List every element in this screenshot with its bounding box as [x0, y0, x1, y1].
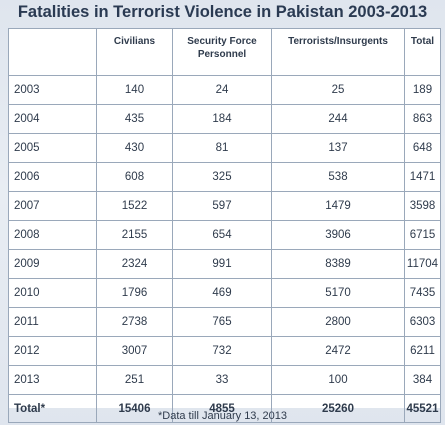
civilians-cell: 2155 — [96, 220, 173, 250]
civilians-cell: 2738 — [96, 307, 173, 337]
civilians-cell: 1796 — [96, 278, 173, 308]
table-row: 2011 2738 765 2800 6303 — [8, 307, 441, 337]
security-force-cell: 765 — [172, 307, 272, 337]
table-row: 2005 430 81 137 648 — [8, 133, 441, 163]
civilians-cell: 430 — [96, 133, 173, 163]
table-row: 2012 3007 732 2472 6211 — [8, 336, 441, 366]
footnote: *Data till January 13, 2013 — [157, 410, 288, 422]
year-cell: 2004 — [8, 104, 97, 134]
table-row: 2008 2155 654 3906 6715 — [8, 220, 441, 250]
header-civilians: Civilians — [96, 28, 173, 76]
table-row: 2004 435 184 244 863 — [8, 104, 441, 134]
header-terrorists: Terrorists/Insurgents — [271, 28, 405, 76]
total-cell: 1471 — [404, 162, 441, 192]
terrorists-cell: 1479 — [271, 191, 405, 221]
table-row: 2007 1522 597 1479 3598 — [8, 191, 441, 221]
table-title: Fatalities in Terrorist Violence in Paki… — [17, 3, 428, 21]
year-cell: 2013 — [8, 365, 97, 395]
year-cell: 2006 — [8, 162, 97, 192]
table-row: 2010 1796 469 5170 7435 — [8, 278, 441, 308]
year-cell: 2011 — [8, 307, 97, 337]
table-row: 2003 140 24 25 189 — [8, 75, 441, 105]
table-row: 2006 608 325 538 1471 — [8, 162, 441, 192]
terrorists-cell: 25 — [271, 75, 405, 105]
header-row: Civilians Security Force Personnel Terro… — [8, 28, 441, 76]
security-force-cell: 654 — [172, 220, 272, 250]
total-cell: 11704 — [404, 249, 441, 279]
civilians-cell: 3007 — [96, 336, 173, 366]
table-row: 2009 2324 991 8389 11704 — [8, 249, 441, 279]
total-cell: 6715 — [404, 220, 441, 250]
security-force-cell: 184 — [172, 104, 272, 134]
year-cell: 2007 — [8, 191, 97, 221]
security-force-cell: 81 — [172, 133, 272, 163]
civilians-cell: 435 — [96, 104, 173, 134]
year-cell: 2008 — [8, 220, 97, 250]
civilians-cell: 140 — [96, 75, 173, 105]
table-row: 2013 251 33 100 384 — [8, 365, 441, 395]
civilians-cell: 1522 — [96, 191, 173, 221]
security-force-cell: 24 — [172, 75, 272, 105]
terrorists-cell: 137 — [271, 133, 405, 163]
header-year — [8, 28, 97, 76]
year-cell: 2005 — [8, 133, 97, 163]
total-cell: 3598 — [404, 191, 441, 221]
security-force-cell: 325 — [172, 162, 272, 192]
security-force-cell: 597 — [172, 191, 272, 221]
fatalities-table-container: Civilians Security Force Personnel Terro… — [8, 28, 441, 423]
header-security-force: Security Force Personnel — [172, 28, 272, 76]
grand-total-cell: 45521 — [404, 394, 441, 423]
total-cell: 384 — [404, 365, 441, 395]
terrorists-cell: 244 — [271, 104, 405, 134]
civilians-cell: 251 — [96, 365, 173, 395]
year-cell: 2012 — [8, 336, 97, 366]
total-cell: 189 — [404, 75, 441, 105]
header-total: Total — [404, 28, 441, 76]
total-civilians-cell: 15406 — [96, 394, 173, 423]
total-label-cell: Total* — [8, 394, 97, 423]
security-force-cell: 469 — [172, 278, 272, 308]
total-row: Total* 15406 4855 25260 45521 — [8, 394, 441, 423]
total-terrorists-cell: 25260 — [271, 394, 405, 423]
total-cell: 6303 — [404, 307, 441, 337]
total-cell: 648 — [404, 133, 441, 163]
terrorists-cell: 8389 — [271, 249, 405, 279]
terrorists-cell: 538 — [271, 162, 405, 192]
terrorists-cell: 3906 — [271, 220, 405, 250]
terrorists-cell: 5170 — [271, 278, 405, 308]
terrorists-cell: 2472 — [271, 336, 405, 366]
civilians-cell: 2324 — [96, 249, 173, 279]
total-cell: 6211 — [404, 336, 441, 366]
total-cell: 7435 — [404, 278, 441, 308]
security-force-cell: 33 — [172, 365, 272, 395]
table-body: 2003 140 24 25 189 2004 435 184 244 863 2005 430 8… — [8, 75, 441, 423]
year-cell: 2010 — [8, 278, 97, 308]
civilians-cell: 608 — [96, 162, 173, 192]
security-force-cell: 732 — [172, 336, 272, 366]
fatalities-table: Civilians Security Force Personnel Terro… — [8, 28, 441, 423]
year-cell: 2009 — [8, 249, 97, 279]
total-cell: 863 — [404, 104, 441, 134]
terrorists-cell: 100 — [271, 365, 405, 395]
terrorists-cell: 2800 — [271, 307, 405, 337]
security-force-cell: 991 — [172, 249, 272, 279]
year-cell: 2003 — [8, 75, 97, 105]
